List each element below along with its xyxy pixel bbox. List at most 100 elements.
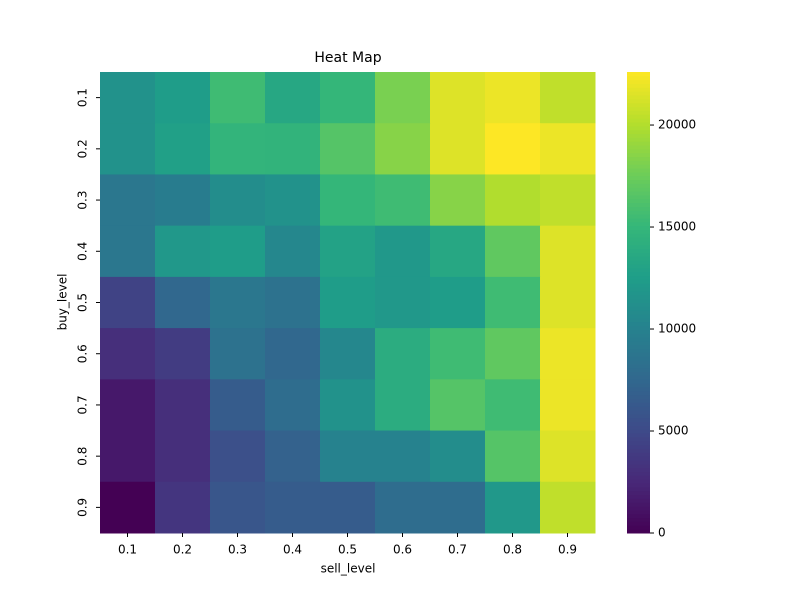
colorbar-segment (627, 417, 650, 423)
colorbar-segment (627, 483, 650, 488)
heatmap-cell (375, 276, 431, 329)
heatmap-cell (155, 225, 211, 278)
colorbar-segment (627, 410, 650, 415)
heatmap-cell (430, 379, 486, 432)
colorbar-segment (627, 187, 650, 192)
y-tick-label: 0.3 (76, 191, 90, 210)
colorbar-segment (627, 390, 650, 396)
heatmap-cell (265, 276, 321, 329)
colorbar-segment (627, 241, 650, 246)
heatmap-cell (320, 276, 376, 329)
heatmap-cell (210, 123, 266, 175)
colorbar-segment (627, 402, 650, 407)
colorbar-segment (627, 237, 650, 242)
heatmap-cell (540, 123, 596, 175)
colorbar-segment (627, 413, 650, 419)
colorbar-segment (627, 210, 650, 215)
colorbar-segment (627, 348, 650, 353)
heatmap-cell (155, 430, 211, 483)
heatmap-cell (485, 174, 541, 227)
colorbar-segment (627, 406, 650, 411)
colorbar-segment (627, 75, 650, 81)
heatmap-cell (375, 481, 431, 534)
colorbar-segment (627, 256, 650, 261)
heatmap-cell (265, 174, 321, 227)
colorbar-segment (627, 471, 650, 476)
x-tick-label: 0.7 (448, 543, 467, 557)
colorbar-segment (627, 125, 650, 131)
heatmap-cell (430, 225, 486, 278)
colorbar-segment (627, 183, 650, 188)
colorbar-segment (627, 244, 650, 250)
colorbar-tick-label: 20000 (658, 118, 696, 132)
colorbar-segment (627, 279, 650, 284)
colorbar-segment (627, 352, 650, 357)
heatmap-cell (100, 225, 156, 278)
heatmap-cell (540, 379, 596, 432)
heatmap-cell (320, 379, 376, 432)
colorbar-segment (627, 267, 650, 273)
colorbar-segment (627, 287, 650, 292)
colorbar-segment (627, 456, 650, 461)
colorbar-segment (627, 490, 650, 496)
heatmap-cell (540, 430, 596, 483)
y-tick-label: 0.1 (76, 88, 90, 107)
colorbar-segment (627, 375, 650, 380)
colorbar-segment (627, 298, 650, 303)
colorbar-segment (627, 171, 650, 177)
heatmap-cell (210, 72, 266, 124)
heatmap-cell (540, 225, 596, 278)
colorbar-segment (627, 164, 650, 169)
colorbar-segment (627, 98, 650, 104)
heatmap-cell (430, 72, 486, 124)
y-axis-label: buy_level (56, 274, 70, 331)
heatmap-cell (375, 328, 431, 380)
colorbar-segment (627, 229, 650, 234)
colorbar-tick-label: 10000 (658, 322, 696, 336)
y-tick-label: 0.2 (76, 139, 90, 158)
heatmap-cell (265, 123, 321, 175)
y-tick-label: 0.5 (76, 293, 90, 312)
heatmap-cell (485, 430, 541, 483)
heatmap-cell (540, 328, 596, 380)
colorbar-segment (627, 175, 650, 181)
x-tick-label: 0.2 (173, 543, 192, 557)
colorbar-segment (627, 502, 650, 507)
colorbar-segment (627, 467, 650, 473)
heatmap-cell (540, 481, 596, 534)
colorbar-segment (627, 387, 650, 392)
colorbar-tick-label: 5000 (658, 424, 689, 438)
heatmap-cell (430, 328, 486, 380)
heatmap-cell (210, 481, 266, 534)
heatmap-cell (100, 379, 156, 432)
colorbar-segment (627, 156, 650, 161)
x-tick-label: 0.9 (558, 543, 577, 557)
colorbar-segment (627, 433, 650, 438)
colorbar-segment (627, 152, 650, 158)
y-tick-label: 0.7 (76, 395, 90, 414)
y-tick-label: 0.9 (76, 498, 90, 517)
heatmap-cell (375, 174, 431, 227)
colorbar-segment (627, 498, 650, 503)
heatmap-cell (210, 225, 266, 278)
colorbar-segment (627, 141, 650, 146)
colorbar-segment (627, 463, 650, 469)
heatmap-cell (265, 481, 321, 534)
colorbar-segment (627, 198, 650, 204)
colorbar-segment (627, 168, 650, 173)
heatmap-cell (320, 328, 376, 380)
colorbar-segment (627, 179, 650, 184)
heatmap-cell (485, 225, 541, 278)
colorbar-segment (627, 513, 650, 519)
y-tick-label: 0.6 (76, 344, 90, 363)
heatmap-cell (100, 123, 156, 175)
colorbar-segment (627, 271, 650, 277)
y-tick-label: 0.4 (76, 242, 90, 261)
heatmap-cell (430, 430, 486, 483)
colorbar-segment (627, 344, 650, 350)
colorbar-segment (627, 479, 650, 484)
colorbar-segment (627, 118, 650, 123)
colorbar-segment (627, 233, 650, 238)
colorbar-segment (627, 252, 650, 257)
heatmap-cell (485, 328, 541, 380)
